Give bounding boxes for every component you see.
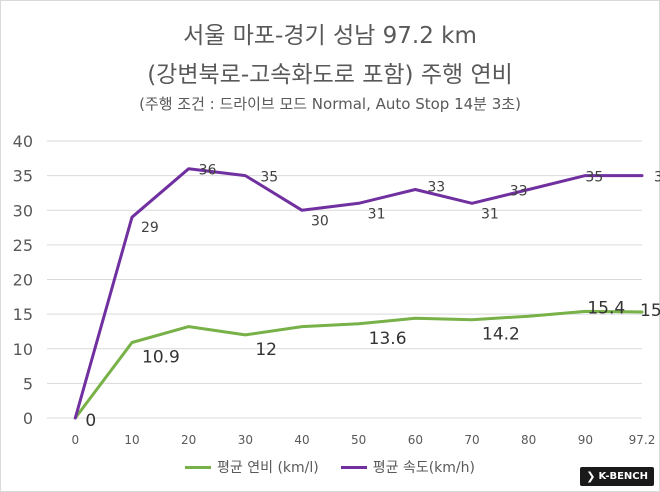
legend-item-fuel-economy: 평균 연비 (km/l)	[185, 457, 319, 477]
x-tick-label: 70	[464, 433, 479, 447]
data-label-series-1: 30	[311, 213, 329, 229]
legend-label-average-speed: 평균 속도(km/h)	[372, 460, 475, 476]
data-label-series-0: 15.4	[587, 298, 625, 318]
legend-swatch-average-speed	[340, 465, 367, 469]
y-tick-label: 20	[13, 271, 33, 290]
data-label-series-1: 36	[199, 163, 217, 179]
data-label-series-1: 31	[368, 206, 386, 222]
y-tick-label: 30	[13, 201, 33, 220]
x-tick-label: 90	[578, 433, 593, 447]
x-tick-label: 97.2	[629, 433, 656, 447]
series-line-1	[73, 167, 644, 420]
data-label-series-0: 10.9	[142, 348, 180, 368]
x-tick-label: 20	[181, 433, 196, 447]
data-label-series-0: 14.2	[482, 325, 520, 345]
data-label-series-1: 33	[427, 179, 445, 195]
data-label-series-1: 35	[585, 170, 603, 186]
data-label-series-0: 12	[255, 340, 277, 360]
logo-text: K-BENCH	[598, 471, 648, 482]
data-label-series-0: 13.6	[369, 329, 407, 349]
y-tick-label: 10	[13, 340, 33, 359]
legend-swatch-fuel-economy	[185, 465, 212, 469]
chart-title-line2: (강변북로-고속화도로 포함) 주행 연비	[147, 62, 513, 88]
x-tick-label: 10	[124, 433, 139, 447]
x-tick-label: 80	[521, 433, 536, 447]
x-tick-label: 60	[408, 433, 423, 447]
data-label-series-0: 0	[85, 411, 96, 431]
data-label-series-1: 35	[654, 170, 660, 186]
y-tick-label: 35	[13, 167, 33, 186]
y-tick-label: 15	[13, 305, 33, 324]
legend-label-fuel-economy: 평균 연비 (km/l)	[217, 460, 319, 476]
x-tick-label: 40	[294, 433, 309, 447]
data-label-series-0: 15.3	[640, 301, 660, 321]
chart-subtitle: (주행 조건 : 드라이브 모드 Normal, Auto Stop 14분 3…	[139, 95, 521, 113]
y-tick-label: 0	[23, 409, 33, 428]
kbench-logo: ❯ K-BENCH	[580, 467, 654, 486]
x-tick-label: 50	[351, 433, 366, 447]
x-tick-label: 30	[238, 433, 253, 447]
data-label-series-1: 31	[481, 206, 499, 222]
y-tick-label: 40	[13, 132, 33, 151]
y-tick-label: 25	[13, 236, 33, 255]
y-tick-label: 5	[23, 374, 33, 393]
logo-mark-icon: ❯	[586, 470, 596, 483]
data-label-series-1: 35	[260, 170, 278, 186]
series-line-0	[73, 309, 644, 420]
data-label-series-1: 29	[141, 220, 159, 236]
legend: 평균 연비 (km/l) 평균 속도(km/h)	[0, 457, 660, 477]
chart-title: 서울 마포-경기 성남 97.2 km	[183, 23, 477, 49]
legend-item-average-speed: 평균 속도(km/h)	[340, 457, 475, 477]
x-tick-label: 0	[72, 433, 80, 447]
data-label-series-1: 33	[510, 183, 528, 199]
